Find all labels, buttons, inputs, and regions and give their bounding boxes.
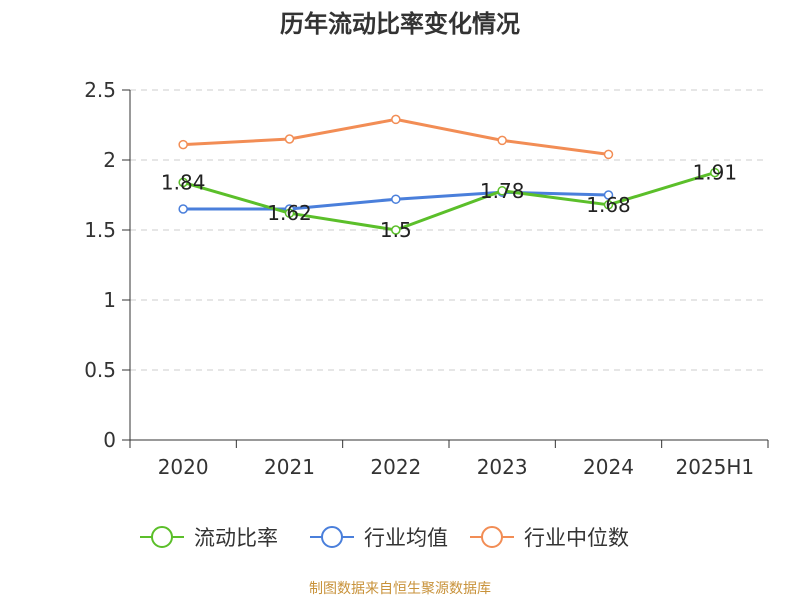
data-point — [603, 149, 614, 160]
data-label: 1.91 — [693, 161, 738, 185]
x-tick-label: 2023 — [477, 455, 528, 479]
data-point — [710, 167, 720, 178]
legend-marker — [151, 526, 173, 548]
y-tick-label: 0 — [103, 428, 116, 452]
data-point — [391, 225, 401, 235]
data-label: 1.84 — [161, 170, 206, 194]
y-tick-label: 2.5 — [84, 78, 116, 102]
y-tick-label: 1 — [103, 288, 116, 312]
x-tick-label: 2021 — [264, 455, 315, 479]
data-label: 1.68 — [586, 193, 631, 217]
series-line-3 — [183, 117, 609, 156]
x-tick-label: 2022 — [370, 455, 421, 479]
data-point — [178, 177, 188, 188]
x-tick-label: 2024 — [583, 455, 634, 479]
data-point — [603, 200, 614, 210]
y-tick-label: 0.5 — [84, 358, 116, 382]
data-point — [391, 114, 401, 125]
legend-marker — [321, 526, 343, 548]
data-label: 1.5 — [380, 218, 412, 242]
data-point — [497, 135, 507, 146]
data-label: 1.78 — [480, 179, 525, 203]
data-point — [178, 139, 188, 150]
x-tick-label: 2020 — [158, 455, 209, 479]
data-label: 1.62 — [267, 201, 312, 225]
data-point — [391, 194, 401, 204]
data-point — [603, 190, 614, 200]
x-tick-label: 2025H1 — [675, 455, 754, 479]
y-tick-label: 1.5 — [84, 218, 116, 242]
data-point — [284, 134, 295, 144]
legend-label: 流动比率 — [194, 526, 278, 550]
chart-title: 历年流动比率变化情况 — [280, 10, 520, 38]
legend-label: 行业中位数 — [524, 526, 629, 550]
data-point — [284, 208, 295, 218]
source-note: 制图数据来自恒生聚源数据库 — [309, 581, 491, 597]
y-tick-label: 2 — [103, 148, 116, 172]
series-line-1 — [182, 171, 716, 232]
data-point — [497, 186, 507, 196]
legend-marker — [481, 526, 503, 548]
legend-label: 行业均值 — [364, 526, 448, 550]
data-point — [178, 204, 188, 214]
